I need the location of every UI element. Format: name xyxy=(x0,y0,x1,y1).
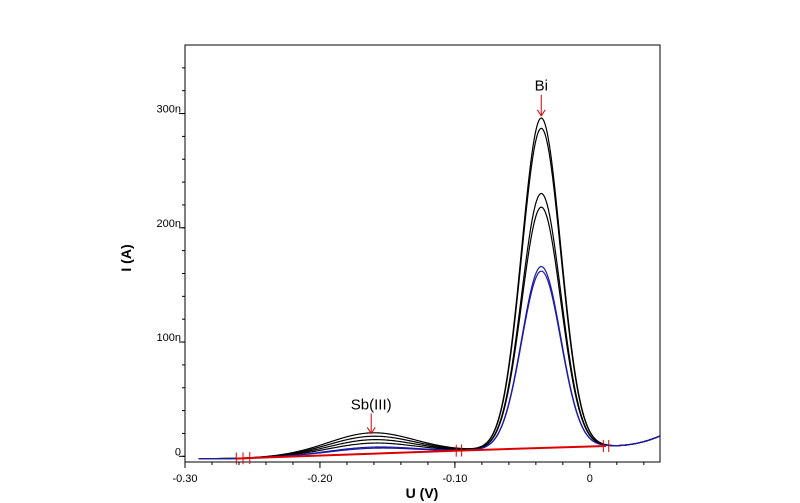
series-line-4 xyxy=(198,206,660,460)
annotation-layer: Sb(III) Bi xyxy=(351,78,548,435)
plot-frame xyxy=(184,44,661,463)
y-axis-label: I (A) xyxy=(118,244,134,271)
ticks-layer: -0.30 -0.20 -0.10 0 0 100n 200n 300n xyxy=(157,67,645,485)
x-tick-label: 0 xyxy=(587,473,593,485)
x-tick-label: -0.20 xyxy=(307,473,332,485)
x-axis-label: U (V) xyxy=(406,485,439,501)
annotation-arrowhead xyxy=(366,427,376,435)
series-line-2 xyxy=(198,127,660,460)
series-line-1 xyxy=(198,117,660,460)
y-tick-label: 200n xyxy=(157,218,181,230)
series-line-6 xyxy=(198,270,660,460)
x-tick-label: -0.30 xyxy=(172,473,197,485)
series-line-3 xyxy=(198,192,660,460)
annotation-label: Sb(III) xyxy=(351,396,392,413)
baseline-1 xyxy=(236,449,459,460)
baseline-layer xyxy=(235,439,610,465)
annotation-arrowhead xyxy=(536,109,546,117)
y-tick-label: 300n xyxy=(157,104,181,116)
y-tick-label: 0 xyxy=(175,446,181,458)
curves-layer xyxy=(198,117,660,460)
annotation-label: Bi xyxy=(535,78,548,95)
baseline-2 xyxy=(458,445,607,452)
series-line-5 xyxy=(198,265,660,460)
y-tick-label: 100n xyxy=(157,332,181,344)
x-tick-label: -0.10 xyxy=(442,473,467,485)
